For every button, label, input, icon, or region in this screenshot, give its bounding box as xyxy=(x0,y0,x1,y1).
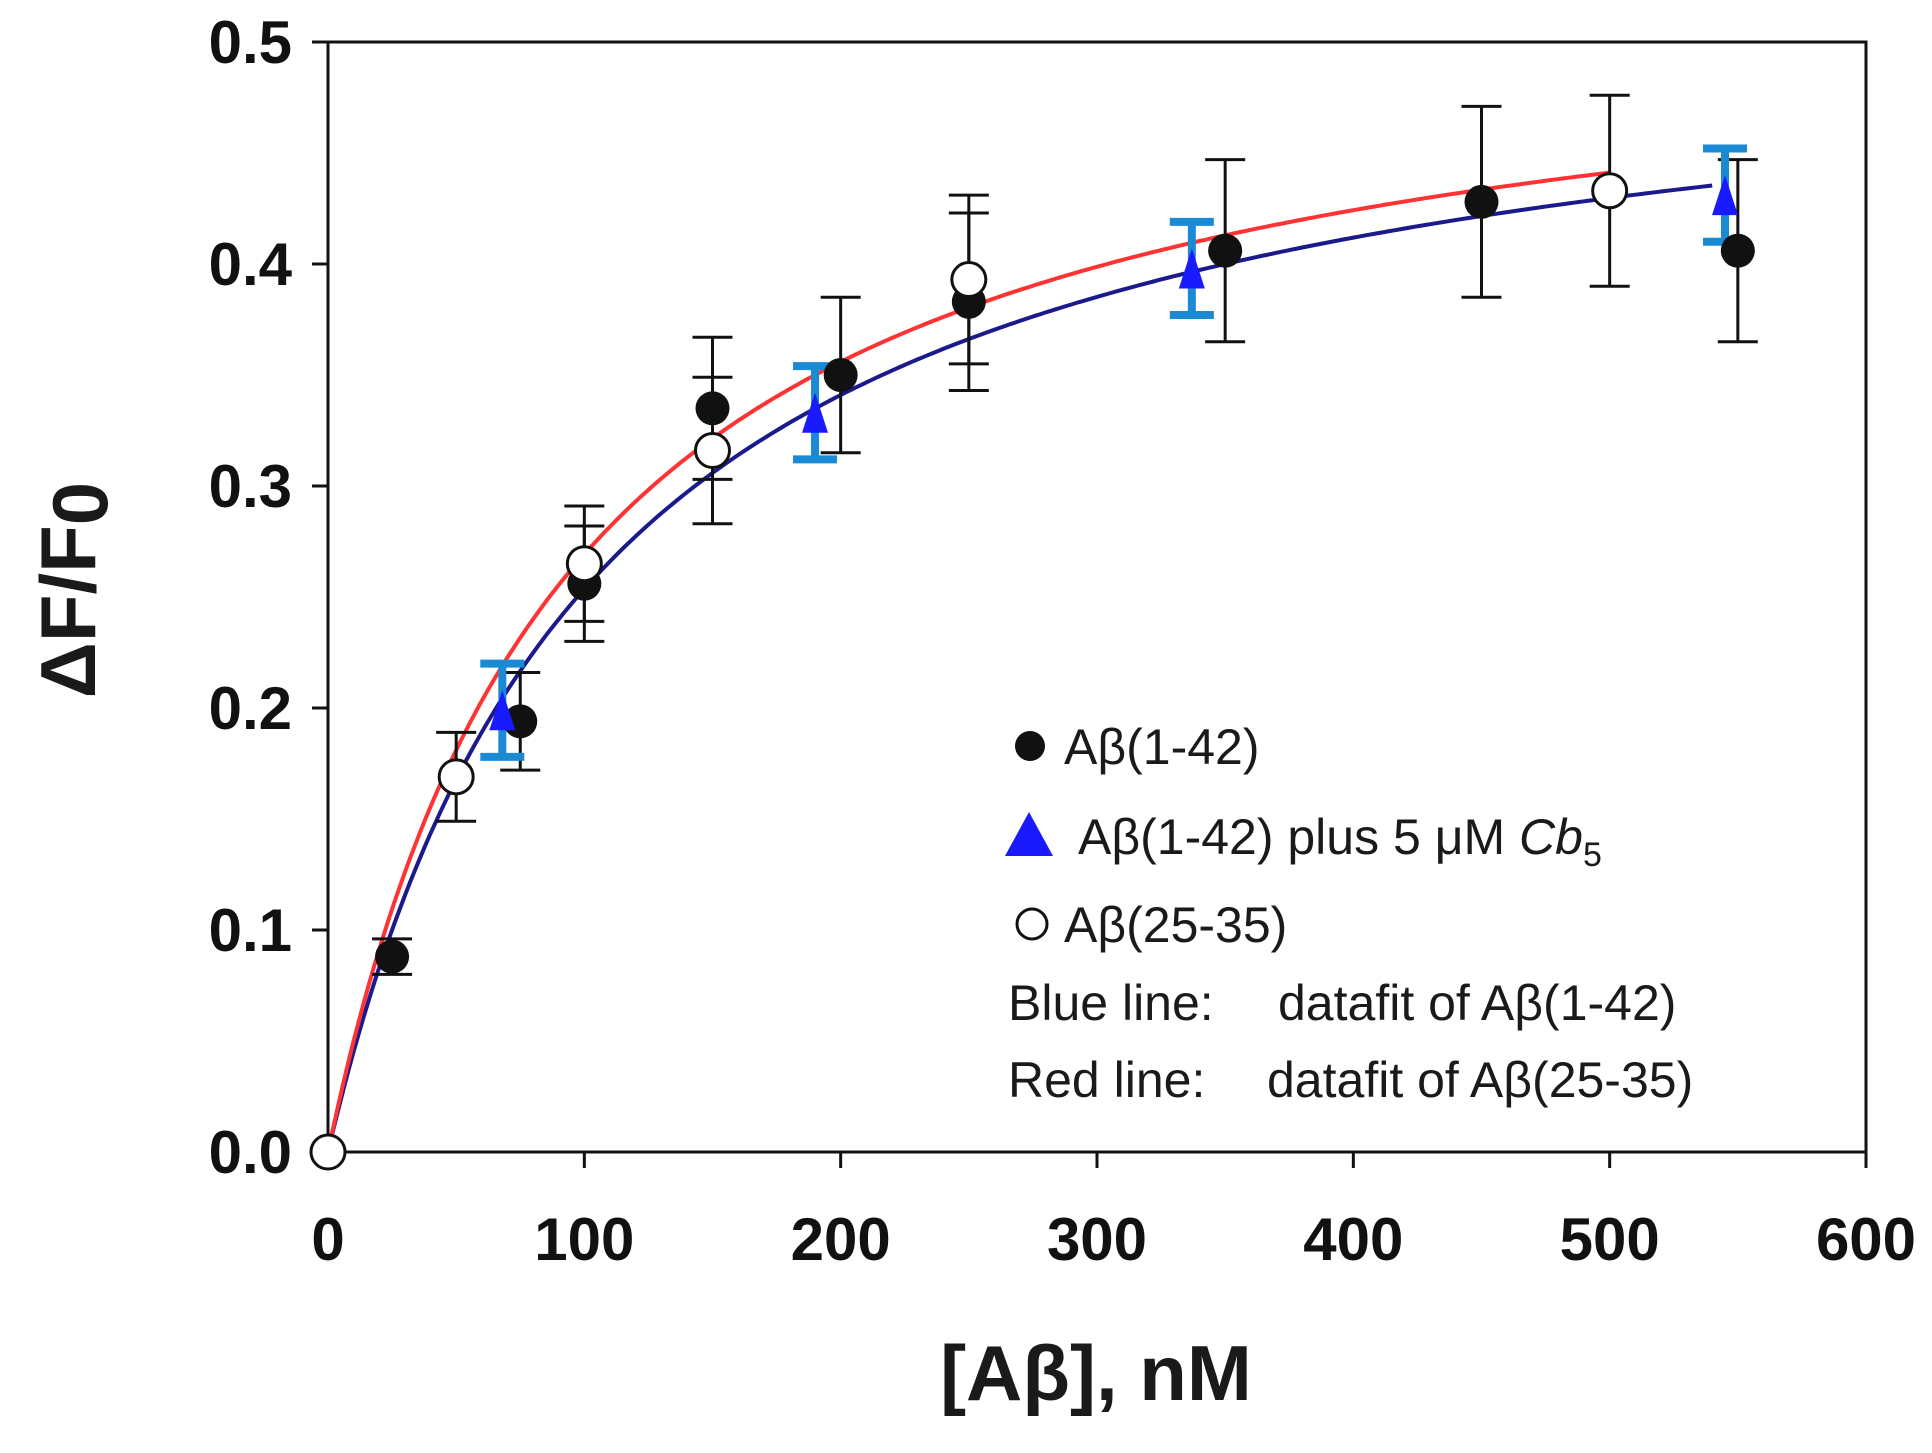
legend-blue-line-label: Blue line: xyxy=(1008,975,1214,1031)
x-axis-ticks: 0 100 200 300 400 500 600 xyxy=(311,1152,1916,1273)
legend-label-abeta-1-42: Aβ(1-42) xyxy=(1064,719,1259,775)
x-tick-label: 0 xyxy=(311,1206,344,1273)
data-point-abeta-25-35 xyxy=(694,431,731,469)
data-point-abeta-25-35 xyxy=(309,1133,347,1171)
x-tick-label: 500 xyxy=(1560,1206,1660,1273)
y-axis-ticks: 0.0 0.1 0.2 0.3 0.4 0.5 xyxy=(209,9,328,1186)
y-tick-label: 0.5 xyxy=(209,9,292,76)
legend-cb-subscript: 5 xyxy=(1583,836,1602,874)
y-tick-label: 0.4 xyxy=(209,231,293,298)
legend-marker-filled-circle xyxy=(1015,731,1045,761)
y-axis-title-sub: 0 xyxy=(36,482,124,525)
data-point-abeta-1-42 xyxy=(823,358,858,392)
y-tick-label: 0.3 xyxy=(209,453,292,520)
data-point-abeta-1-42 xyxy=(1464,184,1499,219)
data-point-abeta-1-42 xyxy=(1720,233,1755,268)
data-point-abeta-25-35 xyxy=(565,545,603,583)
legend-label-abeta-25-35: Aβ(25-35) xyxy=(1064,897,1287,953)
x-tick-label: 200 xyxy=(791,1206,891,1273)
y-tick-label: 0.1 xyxy=(209,897,292,964)
legend-red-line-desc: datafit of Aβ(25-35) xyxy=(1267,1052,1693,1108)
y-axis-title-main: ΔF/F xyxy=(24,525,112,698)
legend: Aβ(1-42) Aβ(1-42) plus 5 μM Cb5 Aβ(25-35… xyxy=(1005,719,1693,1108)
y-tick-label: 0.0 xyxy=(209,1119,292,1186)
legend-red-line-label: Red line: xyxy=(1008,1052,1205,1108)
data-point-abeta-1-42 xyxy=(695,391,730,426)
data-markers xyxy=(309,172,1755,1171)
legend-marker-triangle xyxy=(1005,812,1053,856)
legend-cb-italic: Cb xyxy=(1519,809,1583,865)
x-tick-label: 100 xyxy=(534,1206,634,1273)
data-point-abeta-plus-cb5 xyxy=(802,392,829,433)
y-tick-label: 0.2 xyxy=(209,675,292,742)
data-point-abeta-25-35 xyxy=(1591,172,1629,210)
data-point-abeta-plus-cb5 xyxy=(489,690,516,731)
data-point-abeta-1-42 xyxy=(1208,233,1243,268)
x-axis-title: [Aβ], nM xyxy=(940,1329,1252,1417)
x-tick-label: 600 xyxy=(1816,1206,1916,1273)
data-point-abeta-25-35 xyxy=(437,758,475,796)
y-axis-title: ΔF/F0 xyxy=(24,482,124,698)
legend-label-abeta-plus-cb5: Aβ(1-42) plus 5 μM Cb5 xyxy=(1078,809,1602,874)
x-tick-label: 400 xyxy=(1303,1206,1403,1273)
data-point-abeta-plus-cb5 xyxy=(1178,248,1205,289)
data-point-abeta-plus-cb5 xyxy=(1712,175,1739,216)
x-tick-label: 300 xyxy=(1047,1206,1147,1273)
legend-label-abeta-plus-text: Aβ(1-42) plus 5 μM xyxy=(1078,809,1519,865)
legend-marker-open-circle xyxy=(1015,907,1049,941)
data-point-abeta-25-35 xyxy=(950,261,988,299)
data-point-abeta-1-42 xyxy=(375,939,410,974)
legend-blue-line-desc: datafit of Aβ(1-42) xyxy=(1278,975,1676,1031)
